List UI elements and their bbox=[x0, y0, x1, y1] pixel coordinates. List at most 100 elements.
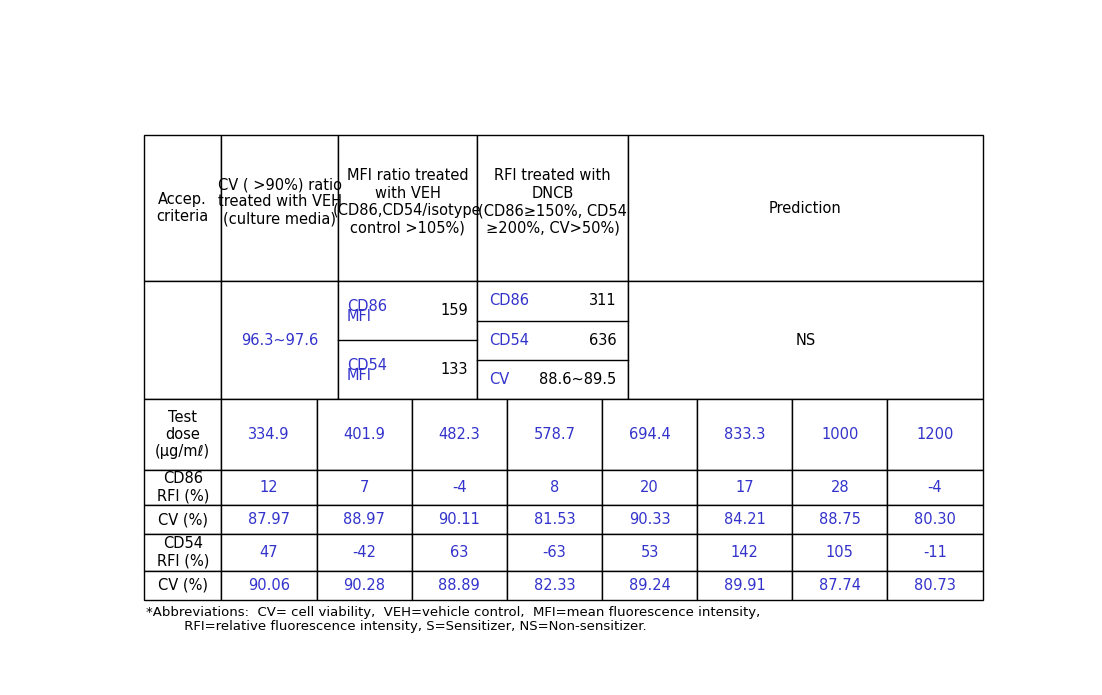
Text: NS: NS bbox=[796, 333, 815, 348]
Text: MFI: MFI bbox=[347, 368, 372, 384]
Bar bbox=[316, 399, 412, 470]
Text: 88.6~89.5: 88.6~89.5 bbox=[540, 372, 617, 387]
Text: 1200: 1200 bbox=[916, 427, 953, 442]
Bar bbox=[144, 470, 222, 505]
Text: 89.91: 89.91 bbox=[724, 578, 766, 593]
Text: 87.74: 87.74 bbox=[819, 578, 861, 593]
Text: 90.33: 90.33 bbox=[629, 512, 670, 527]
Text: 88.97: 88.97 bbox=[343, 512, 385, 527]
Bar bbox=[316, 505, 412, 534]
Text: 334.9: 334.9 bbox=[248, 427, 290, 442]
Bar bbox=[316, 470, 412, 505]
Text: CD86
RFI (%): CD86 RFI (%) bbox=[156, 471, 209, 504]
Text: 28: 28 bbox=[831, 480, 850, 495]
Text: 17: 17 bbox=[735, 480, 754, 495]
Text: *Abbreviations:  CV= cell viability,  VEH=vehicle control,  MFI=mean fluorescenc: *Abbreviations: CV= cell viability, VEH=… bbox=[145, 606, 759, 619]
Bar bbox=[507, 399, 602, 470]
Bar bbox=[337, 135, 477, 281]
Text: 90.11: 90.11 bbox=[439, 512, 480, 527]
Bar bbox=[507, 571, 602, 600]
Bar bbox=[698, 505, 792, 534]
Bar bbox=[698, 399, 792, 470]
Bar bbox=[144, 534, 222, 571]
Bar bbox=[477, 135, 628, 281]
Bar bbox=[316, 571, 412, 600]
Text: 578.7: 578.7 bbox=[533, 427, 575, 442]
Bar bbox=[222, 505, 316, 534]
Bar bbox=[887, 534, 983, 571]
Bar bbox=[698, 571, 792, 600]
Bar bbox=[144, 399, 222, 470]
Bar bbox=[507, 534, 602, 571]
Bar bbox=[507, 505, 602, 534]
Bar bbox=[412, 571, 507, 600]
Bar bbox=[602, 505, 698, 534]
Bar bbox=[144, 281, 222, 399]
Text: 20: 20 bbox=[640, 480, 659, 495]
Text: 133: 133 bbox=[441, 362, 468, 377]
Bar bbox=[602, 534, 698, 571]
Text: 53: 53 bbox=[640, 545, 659, 560]
Text: -4: -4 bbox=[928, 480, 942, 495]
Bar bbox=[144, 571, 222, 600]
Text: Accep.
criteria: Accep. criteria bbox=[156, 192, 208, 224]
Bar bbox=[792, 470, 887, 505]
Text: 482.3: 482.3 bbox=[439, 427, 480, 442]
Text: 105: 105 bbox=[825, 545, 854, 560]
Text: 88.75: 88.75 bbox=[819, 512, 861, 527]
Bar bbox=[602, 470, 698, 505]
Text: 159: 159 bbox=[440, 303, 468, 318]
Text: 142: 142 bbox=[731, 545, 758, 560]
Bar bbox=[144, 135, 222, 281]
Bar bbox=[412, 399, 507, 470]
Text: 311: 311 bbox=[590, 293, 617, 309]
Text: 694.4: 694.4 bbox=[628, 427, 670, 442]
Bar bbox=[698, 470, 792, 505]
Bar bbox=[887, 571, 983, 600]
Text: 8: 8 bbox=[550, 480, 559, 495]
Bar bbox=[792, 534, 887, 571]
Bar bbox=[412, 470, 507, 505]
Bar bbox=[887, 505, 983, 534]
Text: MFI ratio treated
with VEH
(CD86,CD54/isotype
control >105%): MFI ratio treated with VEH (CD86,CD54/is… bbox=[333, 168, 482, 236]
Bar bbox=[222, 534, 316, 571]
Text: 81.53: 81.53 bbox=[533, 512, 575, 527]
Text: CD54: CD54 bbox=[489, 333, 529, 348]
Text: -42: -42 bbox=[353, 545, 376, 560]
Bar bbox=[887, 470, 983, 505]
Bar bbox=[222, 571, 316, 600]
Text: CV (%): CV (%) bbox=[158, 512, 207, 527]
Bar bbox=[144, 505, 222, 534]
Text: CV (%): CV (%) bbox=[158, 578, 207, 593]
Text: -63: -63 bbox=[542, 545, 566, 560]
Text: 88.89: 88.89 bbox=[439, 578, 480, 593]
Bar bbox=[628, 281, 983, 399]
Bar bbox=[792, 571, 887, 600]
Text: 401.9: 401.9 bbox=[343, 427, 385, 442]
Text: CD86: CD86 bbox=[489, 293, 529, 309]
Text: 82.33: 82.33 bbox=[533, 578, 575, 593]
Text: CD86: CD86 bbox=[347, 299, 387, 313]
Text: -11: -11 bbox=[923, 545, 947, 560]
Bar bbox=[887, 399, 983, 470]
Text: -4: -4 bbox=[452, 480, 466, 495]
Text: MFI: MFI bbox=[347, 309, 372, 325]
Bar bbox=[337, 281, 477, 399]
Bar bbox=[602, 571, 698, 600]
Bar bbox=[628, 135, 983, 281]
Text: 47: 47 bbox=[260, 545, 279, 560]
Bar bbox=[602, 399, 698, 470]
Text: 636: 636 bbox=[590, 333, 617, 348]
Bar bbox=[222, 470, 316, 505]
Text: CD54: CD54 bbox=[347, 357, 387, 373]
Bar bbox=[222, 135, 337, 281]
Text: RFI treated with
DNCB
(CD86≥150%, CD54
≥200%, CV>50%): RFI treated with DNCB (CD86≥150%, CD54 ≥… bbox=[478, 168, 627, 236]
Text: 87.97: 87.97 bbox=[248, 512, 290, 527]
Text: Test
dose
(μg/mℓ): Test dose (μg/mℓ) bbox=[155, 409, 210, 459]
Text: 1000: 1000 bbox=[821, 427, 858, 442]
Bar bbox=[316, 534, 412, 571]
Bar bbox=[412, 534, 507, 571]
Bar bbox=[698, 534, 792, 571]
Bar bbox=[222, 399, 316, 470]
Bar bbox=[412, 505, 507, 534]
